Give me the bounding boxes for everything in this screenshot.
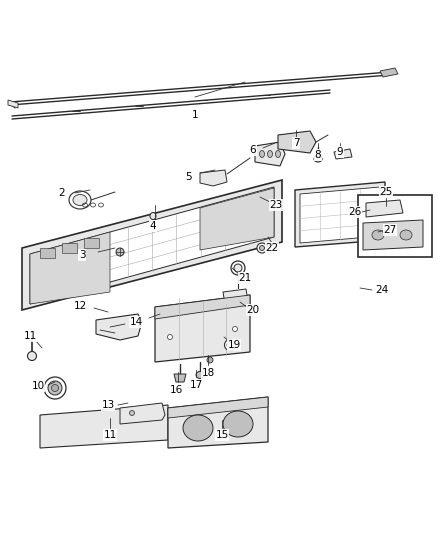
Polygon shape [363,220,423,250]
Polygon shape [255,142,285,166]
Polygon shape [278,131,316,153]
Ellipse shape [130,410,134,416]
Text: 8: 8 [314,150,321,160]
Ellipse shape [276,150,280,157]
Polygon shape [168,397,268,448]
Polygon shape [223,289,248,304]
Ellipse shape [400,230,412,240]
Ellipse shape [372,230,384,240]
Polygon shape [155,295,250,362]
Polygon shape [366,200,403,217]
Polygon shape [380,68,398,77]
Ellipse shape [73,195,87,206]
Ellipse shape [259,246,265,251]
Ellipse shape [231,261,245,275]
Ellipse shape [227,342,233,348]
Polygon shape [30,232,110,304]
Polygon shape [22,180,282,310]
Text: 2: 2 [59,188,65,198]
Text: 16: 16 [170,385,183,395]
Ellipse shape [223,411,253,437]
Text: 4: 4 [150,221,156,231]
Ellipse shape [69,191,91,209]
Ellipse shape [207,357,213,363]
Text: 27: 27 [383,225,397,235]
Text: 10: 10 [32,381,45,391]
Ellipse shape [196,372,204,378]
Bar [84,238,99,248]
Polygon shape [168,397,268,418]
Ellipse shape [183,415,213,441]
Text: 11: 11 [23,331,37,341]
Ellipse shape [268,150,272,157]
Polygon shape [30,187,274,304]
Polygon shape [155,295,250,319]
Polygon shape [8,100,18,108]
Polygon shape [200,188,274,250]
Text: 25: 25 [379,187,392,197]
Ellipse shape [52,384,59,392]
Ellipse shape [167,335,173,340]
Text: 17: 17 [189,380,203,390]
Polygon shape [174,374,186,382]
Text: 18: 18 [201,368,215,378]
Text: 9: 9 [337,147,343,157]
Text: 19: 19 [227,340,240,350]
Text: 23: 23 [269,200,283,210]
Text: 26: 26 [348,207,362,217]
Ellipse shape [44,377,66,399]
Text: 3: 3 [79,250,85,260]
Polygon shape [295,182,385,247]
Polygon shape [40,405,168,448]
Polygon shape [334,149,352,159]
Ellipse shape [225,340,236,351]
Polygon shape [120,403,165,424]
Ellipse shape [233,327,237,332]
Ellipse shape [28,351,36,360]
Text: 7: 7 [293,138,299,148]
Ellipse shape [259,150,265,157]
Text: 21: 21 [238,273,251,283]
Bar [40,248,55,258]
Ellipse shape [48,381,62,395]
Text: 1: 1 [192,110,198,120]
Text: 22: 22 [265,243,279,253]
Polygon shape [200,170,227,186]
Ellipse shape [150,213,156,220]
Text: 13: 13 [101,400,115,410]
Text: 24: 24 [375,285,389,295]
Ellipse shape [257,243,267,253]
Text: 14: 14 [129,317,143,327]
Text: 15: 15 [215,430,229,440]
Ellipse shape [314,156,322,162]
Text: 6: 6 [250,145,256,155]
Bar [62,243,77,253]
Text: 11: 11 [103,430,117,440]
Ellipse shape [116,248,124,256]
Text: 5: 5 [185,172,191,182]
Text: 20: 20 [247,305,260,315]
Bar [358,195,432,257]
Polygon shape [96,314,142,340]
Text: 12: 12 [74,301,87,311]
Polygon shape [300,187,380,243]
Ellipse shape [234,264,242,272]
